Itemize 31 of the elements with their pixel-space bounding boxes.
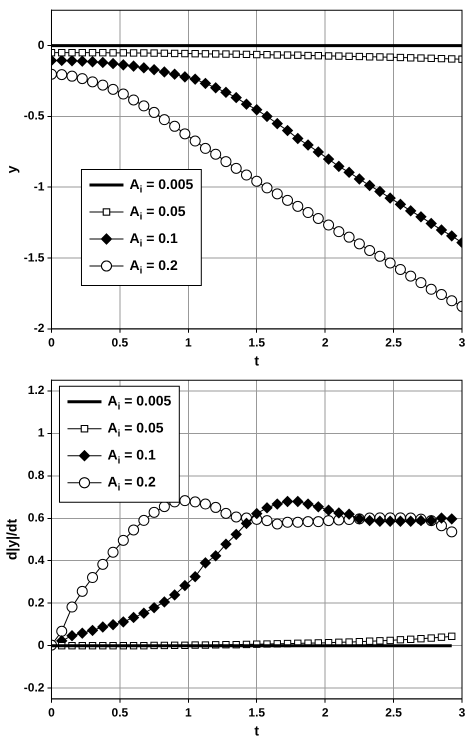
x-tick-label: 3 xyxy=(458,335,466,350)
x-axis-title: t xyxy=(254,722,260,738)
y-tick-label: 0.8 xyxy=(28,468,45,482)
x-axis-title: t xyxy=(254,352,260,368)
x-tick-label: 2.5 xyxy=(385,335,402,350)
x-tick-label: 3 xyxy=(458,705,466,720)
y-tick-label: -2 xyxy=(34,321,45,336)
x-tick-label: 1.5 xyxy=(248,705,266,720)
y-tick-label: -1 xyxy=(34,180,45,194)
y-tick-label: 0.6 xyxy=(28,510,45,525)
y-tick-label: -0.5 xyxy=(24,108,45,123)
y-tick-label: 0.4 xyxy=(28,553,45,568)
y-tick-label: 1.2 xyxy=(28,383,45,398)
x-tick-label: 1 xyxy=(184,335,192,350)
x-tick-label: 1 xyxy=(184,705,192,720)
x-tick-label: 2 xyxy=(322,335,329,350)
x-tick-label: 0.5 xyxy=(112,705,129,720)
x-tick-label: 2 xyxy=(322,705,329,720)
y-tick-label: 0 xyxy=(38,638,45,652)
y-axis-title: d|y|/dt xyxy=(3,518,20,560)
y-tick-label: -1.5 xyxy=(24,250,45,264)
y-tick-label: 0.2 xyxy=(28,596,45,610)
y-tick-label: 0 xyxy=(38,38,45,52)
y-tick-label: -0.2 xyxy=(24,680,45,694)
x-tick-label: 0 xyxy=(48,705,56,720)
y-axis-title: y xyxy=(3,165,20,174)
y-tick-label: 1 xyxy=(38,426,45,440)
x-tick-label: 0.5 xyxy=(112,335,129,350)
x-tick-label: 2.5 xyxy=(385,705,402,720)
x-tick-label: 0 xyxy=(48,335,56,350)
x-tick-label: 1.5 xyxy=(248,335,266,350)
